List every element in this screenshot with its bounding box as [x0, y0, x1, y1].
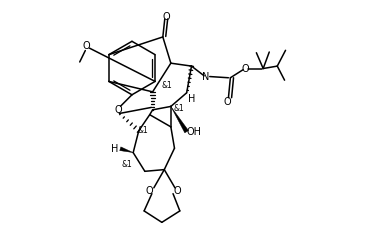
Text: O: O: [162, 12, 170, 22]
Text: H: H: [111, 144, 118, 154]
Polygon shape: [171, 106, 188, 133]
Text: &1: &1: [121, 160, 132, 169]
Text: O: O: [241, 63, 249, 74]
Text: &1: &1: [173, 104, 184, 113]
Text: &1: &1: [161, 80, 172, 90]
Text: &1: &1: [137, 126, 148, 135]
Text: N: N: [202, 71, 210, 82]
Text: OH: OH: [187, 127, 201, 137]
Text: O: O: [173, 186, 181, 196]
Text: O: O: [224, 97, 231, 107]
Text: O: O: [114, 105, 122, 115]
Text: H: H: [188, 94, 195, 104]
Text: O: O: [83, 41, 90, 51]
Text: O: O: [146, 186, 153, 196]
Polygon shape: [120, 147, 133, 153]
